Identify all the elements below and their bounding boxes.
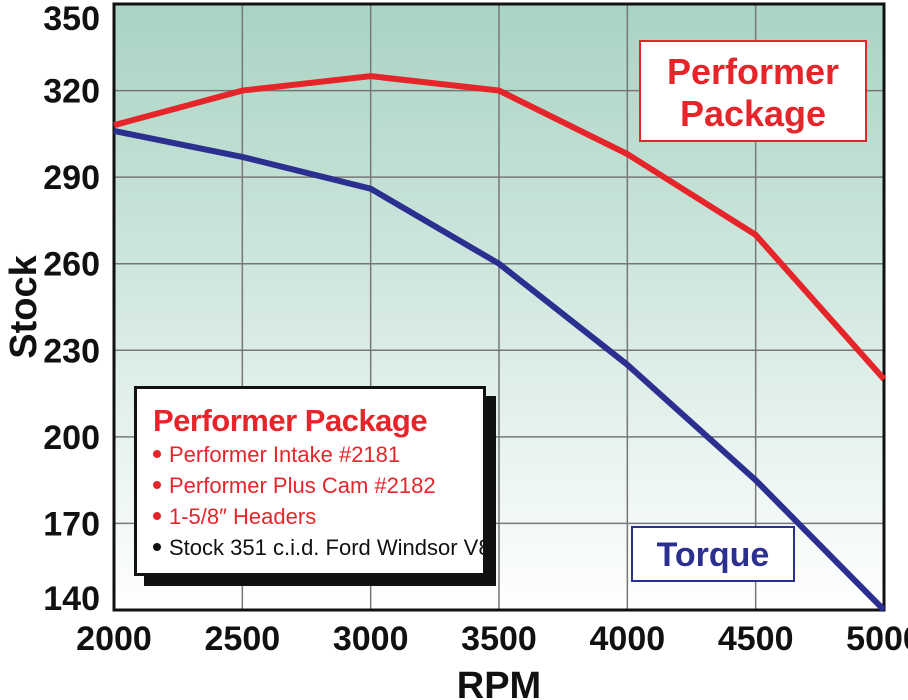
legend-item-cam: Performer Plus Cam #2182 xyxy=(153,470,467,501)
y-tick-label: 200 xyxy=(43,419,100,457)
x-tick-label: 3000 xyxy=(333,620,409,658)
bullet-icon xyxy=(153,481,161,490)
legend-item-label: 1-5/8″ Headers xyxy=(169,504,317,529)
legend-item-engine: Stock 351 c.i.d. Ford Windsor V8 xyxy=(153,532,491,563)
torque-line xyxy=(113,128,887,613)
performer-package-callout: Performer Package xyxy=(639,40,867,142)
plot-frame xyxy=(112,2,886,612)
performer-package-callout-box xyxy=(639,40,867,142)
y-tick-label: 350 xyxy=(43,0,100,38)
y-tick-label: 170 xyxy=(43,505,100,543)
series-layer xyxy=(113,73,887,613)
y-tick-labels: 140 170 200 230 260 290 320 350 xyxy=(43,0,100,618)
x-axis-title: RPM xyxy=(457,665,541,700)
x-tick-label: 3500 xyxy=(461,620,537,658)
torque-callout-box xyxy=(631,526,795,582)
y-tick-label: 290 xyxy=(43,159,100,197)
performer-package-line xyxy=(113,73,887,382)
torque-callout: Torque xyxy=(631,526,795,582)
torque-callout-label: Torque xyxy=(657,536,770,574)
y-tick-label: 260 xyxy=(43,246,100,284)
performer-package-callout-line-2: Package xyxy=(680,93,826,134)
bullet-icon xyxy=(153,543,161,552)
x-tick-label: 2000 xyxy=(76,620,152,658)
performer-package-callout-line-1: Performer xyxy=(667,51,839,92)
legend-item-label: Stock 351 c.i.d. Ford Windsor V8 xyxy=(169,535,491,560)
legend-item-label: Performer Intake #2181 xyxy=(169,442,401,467)
y-tick-label: 230 xyxy=(43,332,100,370)
bullet-icon xyxy=(153,512,161,521)
x-tick-labels: 2000 2500 3000 3500 4000 4500 5000 xyxy=(76,620,908,658)
bullet-icon xyxy=(153,450,161,459)
x-tick-label: 5000 xyxy=(846,620,908,658)
x-tick-label: 2500 xyxy=(205,620,281,658)
legend-item-label: Performer Plus Cam #2182 xyxy=(169,473,436,498)
legend-item-intake: Performer Intake #2181 xyxy=(153,439,467,470)
y-tick-label: 320 xyxy=(43,73,100,111)
x-tick-label: 4000 xyxy=(590,620,666,658)
x-tick-label: 4500 xyxy=(718,620,794,658)
legend-item-headers: 1-5/8″ Headers xyxy=(153,501,467,532)
legend-box: Performer Package Performer Intake #2181… xyxy=(134,386,491,576)
y-tick-label: 140 xyxy=(43,580,100,618)
y-axis-title: Stock xyxy=(3,254,45,358)
legend-title: Performer Package xyxy=(153,403,428,438)
